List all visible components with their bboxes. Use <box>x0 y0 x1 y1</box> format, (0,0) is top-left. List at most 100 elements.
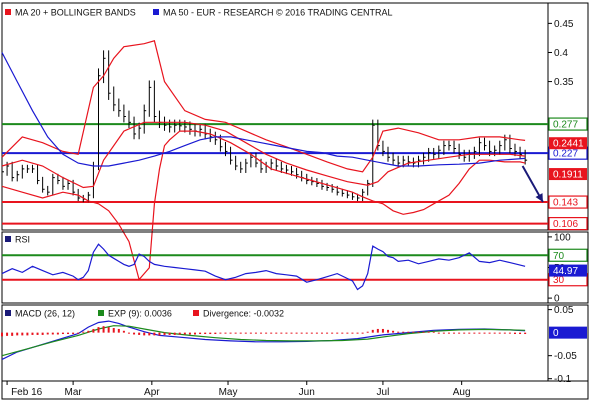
divergence-bar <box>371 329 374 333</box>
divergence-bar <box>442 332 445 334</box>
legend-ma50-label: MA 50 - EUR - RESEARCH © 2016 TRADING CE… <box>163 8 393 18</box>
rsi-panel: 050100703044.97 <box>1 231 589 305</box>
divergence-bar <box>36 332 39 335</box>
divergence-bar <box>488 332 491 334</box>
divergence-bar <box>199 332 202 335</box>
divergence-bar <box>295 332 298 334</box>
divergence-bar <box>468 332 471 334</box>
divergence-bar <box>315 332 318 334</box>
level-tag-label: 0.277 <box>553 120 578 131</box>
divergence-bar <box>178 332 181 335</box>
y-tick-label: 0.45 <box>554 19 574 30</box>
divergence-bar <box>285 332 288 334</box>
divergence-bar <box>519 332 522 335</box>
divergence-bar <box>87 330 90 333</box>
divergence-bar <box>97 327 100 333</box>
divergence-bar <box>320 332 323 334</box>
level-tag-label: 0.106 <box>553 219 578 230</box>
divergence-bar <box>483 332 486 334</box>
divergence-bar <box>127 332 130 334</box>
x-tick-label: Aug <box>453 387 471 398</box>
legend-swatch-divergence <box>193 310 199 316</box>
divergence-bar <box>336 332 339 334</box>
x-axis: Feb 16 Mar Apr May Jun Jul Aug <box>1 380 589 400</box>
divergence-bar <box>503 332 506 334</box>
legend-swatch-exp <box>98 310 104 316</box>
divergence-bar <box>432 331 435 333</box>
divergence-bar <box>397 331 400 333</box>
divergence-bar <box>61 332 64 335</box>
divergence-bar <box>11 332 14 336</box>
y-tick-label: 0.05 <box>554 305 574 316</box>
divergence-bar <box>239 332 242 334</box>
divergence-bar <box>224 332 227 334</box>
divergence-bar <box>117 328 120 333</box>
divergence-bar <box>138 332 141 335</box>
divergence-bar <box>280 332 283 334</box>
legend-divergence-label: Divergence: -0.0032 <box>203 309 284 319</box>
divergence-bar <box>209 332 212 335</box>
divergence-bar <box>447 332 450 334</box>
divergence-bar <box>341 332 344 334</box>
divergence-bar <box>122 330 125 333</box>
price-tag-box <box>549 168 587 181</box>
divergence-bar <box>402 331 405 333</box>
y-tick-label: -0.05 <box>554 351 577 362</box>
divergence-bar <box>188 332 191 335</box>
divergence-bar <box>133 332 136 335</box>
divergence-bar <box>112 328 115 333</box>
y-tick-label: 0 <box>554 294 560 305</box>
divergence-bar <box>260 332 263 334</box>
divergence-bar <box>229 332 232 334</box>
divergence-bar <box>417 331 420 333</box>
divergence-bar <box>41 332 44 335</box>
divergence-bar <box>254 332 257 334</box>
series-line-3 <box>1 130 526 281</box>
divergence-bar <box>102 326 105 333</box>
divergence-bar <box>219 332 222 334</box>
divergence-bar <box>493 332 496 334</box>
divergence-bar <box>453 332 456 334</box>
divergence-bar <box>92 328 95 333</box>
divergence-bar <box>437 332 440 334</box>
divergence-bar <box>290 332 293 334</box>
divergence-bar <box>31 332 34 335</box>
y-tick-label: 0.4 <box>554 48 568 59</box>
x-axis-frame <box>1 380 589 400</box>
y-tick-label: -0.1 <box>554 374 572 385</box>
legends: MA 20 + BOLLINGER BANDS MA 50 - EUR - RE… <box>5 8 393 319</box>
divergence-bar <box>463 332 466 334</box>
legend-swatch-rsi <box>5 236 11 242</box>
divergence-bar <box>143 332 146 336</box>
divergence-bar <box>458 332 461 334</box>
series-line-2 <box>1 40 526 173</box>
divergence-bar <box>356 332 359 334</box>
x-tick-label: Jun <box>299 387 315 398</box>
level-tag-label: 30 <box>553 275 565 286</box>
divergence-bar <box>427 331 430 333</box>
x-tick-label: Apr <box>144 387 160 398</box>
level-tag-box <box>548 248 588 262</box>
x-tick-label: May <box>219 387 238 398</box>
divergence-bar <box>234 332 237 334</box>
divergence-bar <box>498 332 501 334</box>
price-tag-label: 0.2441 <box>553 139 584 150</box>
divergence-bar <box>513 332 516 335</box>
forecast-arrow-head <box>535 193 543 203</box>
divergence-bar <box>376 328 379 333</box>
divergence-bar <box>72 332 75 335</box>
divergence-bar <box>361 332 364 334</box>
y-tick-label: 0.35 <box>554 77 574 88</box>
y-tick-label: 100 <box>554 232 571 243</box>
divergence-bar <box>153 332 156 336</box>
legend-macd-label: MACD (26, 12) <box>15 309 75 319</box>
divergence-bar <box>67 332 70 335</box>
macd-panel: -0.1 -0.05 0.05 0 <box>1 304 589 385</box>
price-tag-box <box>549 326 587 339</box>
divergence-bar <box>310 332 313 334</box>
divergence-bar <box>244 332 247 334</box>
legend-ma20-label: MA 20 + BOLLINGER BANDS <box>15 8 136 18</box>
level-tag-label: 0.143 <box>553 198 578 209</box>
level-tag-box <box>548 195 588 209</box>
divergence-bar <box>305 332 308 334</box>
